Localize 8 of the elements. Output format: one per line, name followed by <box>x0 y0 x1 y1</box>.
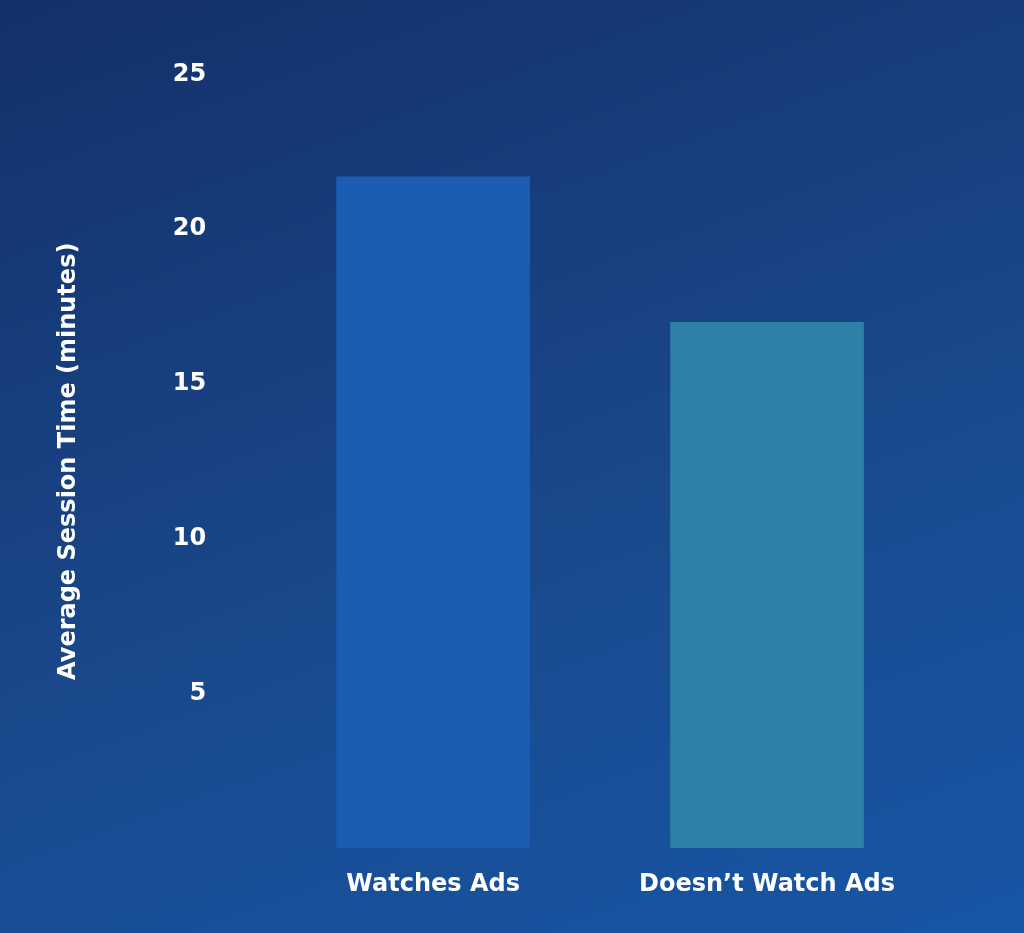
x-tick-label: Watches Ads <box>346 868 520 897</box>
x-tick-label: Doesn’t Watch Ads <box>639 868 896 897</box>
y-tick-label: 15 <box>172 368 207 397</box>
y-tick-label: 25 <box>172 58 207 87</box>
y-tick-label: 5 <box>189 677 207 706</box>
y-axis-title: Average Session Time (minutes) <box>52 242 81 680</box>
y-tick-label: 20 <box>172 213 207 242</box>
y-tick-label: 10 <box>172 522 207 551</box>
